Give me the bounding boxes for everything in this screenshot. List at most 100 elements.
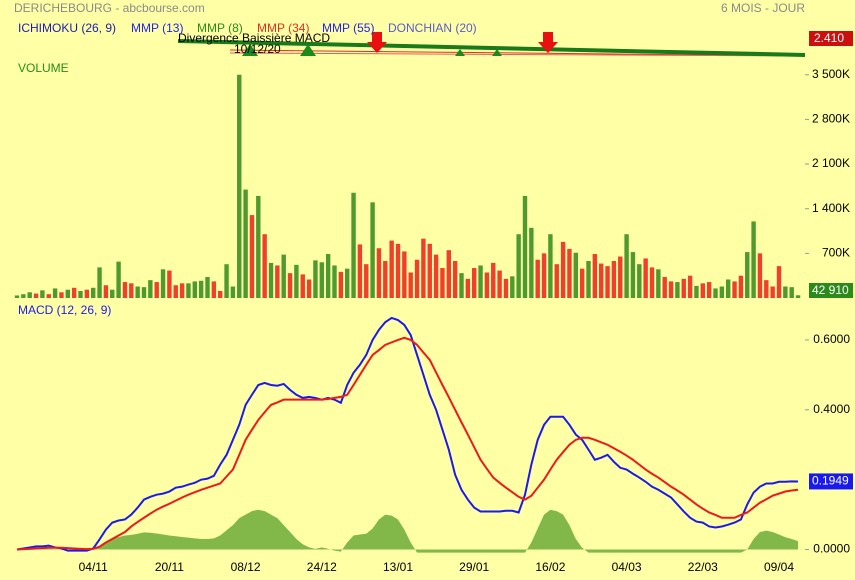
last-label-box — [809, 283, 853, 298]
volume-bar — [218, 290, 223, 298]
volume-bar — [376, 248, 382, 298]
volume-bar — [713, 288, 718, 298]
volume-bar — [313, 260, 318, 298]
volume-bar — [256, 195, 261, 298]
volume-bar — [618, 256, 623, 298]
volume-bar — [21, 294, 26, 298]
volume-bar — [433, 254, 439, 298]
volume-bar — [662, 276, 667, 298]
volume-bar — [560, 241, 566, 298]
price-label-box — [809, 31, 853, 46]
y-tick-label: 2 100K — [812, 156, 850, 170]
x-tick-label: 04/11 — [79, 560, 108, 574]
volume-bar — [770, 286, 775, 298]
volume-bar — [91, 287, 96, 298]
y-tick-label: 2 800K — [812, 112, 850, 126]
volume-bar — [738, 275, 744, 298]
volume-bar — [306, 279, 312, 298]
volume-bar — [294, 264, 299, 298]
last-label-box — [809, 473, 853, 490]
volume-bar — [624, 234, 629, 298]
volume-bar — [751, 221, 756, 298]
volume-bar — [211, 281, 217, 298]
volume-bar — [592, 253, 598, 298]
volume-bar — [46, 294, 51, 298]
volume-bar — [148, 280, 153, 298]
x-tick-label: 20/11 — [155, 560, 184, 574]
x-tick-label: 08/12 — [231, 560, 261, 574]
volume-bar — [446, 250, 451, 298]
x-tick-label: 09/04 — [764, 560, 794, 574]
volume-bar — [300, 274, 305, 298]
volume-bar — [694, 285, 699, 298]
volume-bar — [40, 290, 45, 298]
volume-bar — [529, 227, 534, 298]
volume-bar — [567, 248, 572, 298]
volume-bar — [719, 286, 725, 298]
volume-bar — [160, 269, 166, 298]
volume-bar — [319, 262, 324, 298]
volume-bar — [141, 287, 147, 298]
volume-bar — [281, 254, 286, 298]
volume-bar — [154, 282, 159, 298]
volume-bar — [776, 266, 782, 298]
y-tick-label: 0.0000 — [813, 542, 850, 556]
volume-bar — [465, 278, 471, 298]
x-tick-label: 29/01 — [459, 560, 489, 574]
volume-bar — [205, 276, 210, 298]
volume-bar — [757, 253, 763, 298]
volume-bar — [71, 287, 77, 298]
volume-bar — [84, 289, 90, 298]
volume-bar — [687, 275, 693, 298]
volume-bar — [764, 280, 769, 298]
y-tick-label: 0.6000 — [813, 332, 850, 346]
volume-bar — [33, 293, 39, 298]
volume-bar — [383, 261, 388, 298]
volume-bar — [402, 251, 407, 298]
volume-bar — [345, 268, 350, 298]
volume-bar — [65, 289, 70, 298]
volume-bar — [186, 283, 191, 298]
volume-bar — [325, 253, 331, 298]
volume-bar — [491, 262, 496, 298]
volume-bar — [97, 267, 102, 298]
volume-bar — [332, 265, 337, 298]
volume-bar — [167, 270, 172, 298]
volume-bar — [192, 281, 197, 298]
volume-bar — [541, 253, 547, 298]
indicator-label: ICHIMOKU (26, 9) — [18, 21, 116, 35]
volume-bar — [706, 282, 712, 298]
volume-bar — [611, 261, 617, 298]
volume-bar — [230, 286, 236, 298]
volume-bar — [173, 285, 178, 298]
indicator-label: MMP (55) — [322, 21, 374, 35]
site-title: DERICHEBOURG - abcbourse.com — [14, 1, 205, 15]
volume-bar — [656, 269, 661, 298]
volume-bar — [789, 287, 794, 298]
y-tick-label: 1 400K — [812, 201, 850, 215]
volume-bar — [52, 288, 58, 298]
volume-bar — [357, 244, 363, 298]
macd-line — [16, 336, 799, 551]
volume-bar — [579, 268, 585, 298]
volume-bar — [338, 271, 344, 298]
volume-bar — [427, 243, 432, 298]
volume-bar — [452, 261, 458, 298]
volume-bar — [681, 278, 686, 298]
volume-bar — [268, 262, 274, 298]
volume-bar — [243, 189, 248, 298]
indicator-label: MMP (13) — [131, 21, 183, 35]
volume-bar — [522, 195, 528, 298]
volume-bar — [198, 280, 204, 298]
x-tick-label: 22/03 — [688, 560, 718, 574]
last-label: 42 910 — [812, 283, 849, 297]
volume-bar — [370, 202, 375, 298]
price-line — [229, 52, 806, 57]
annotation-date: 10/12/20 — [234, 42, 281, 56]
macd-line — [16, 316, 799, 552]
volume-bar — [103, 285, 109, 298]
volume-bar — [668, 281, 674, 298]
volume-bar — [510, 276, 515, 298]
